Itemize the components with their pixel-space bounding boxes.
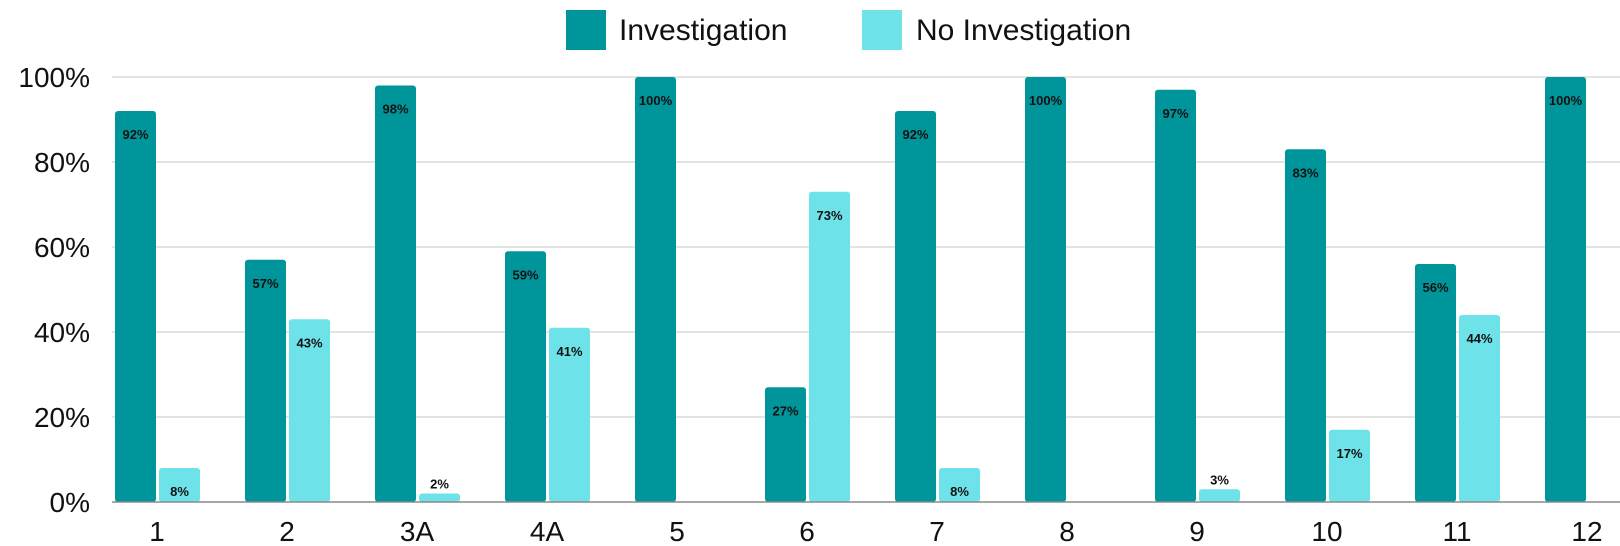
bar-no-investigation (1329, 429, 1370, 502)
y-tick-label: 20% (34, 402, 90, 433)
bar-investigation (1545, 77, 1586, 502)
data-label: 97% (1162, 106, 1188, 121)
legend-swatch (862, 10, 902, 50)
data-label: 3% (1210, 472, 1229, 487)
bar-investigation (765, 387, 806, 502)
x-tick-label: 9 (1189, 516, 1205, 546)
data-label: 8% (950, 484, 969, 499)
bar-no-investigation (809, 191, 850, 502)
y-axis: 0% 20% 40% 60% 80% 100% (18, 62, 90, 518)
data-label: 92% (902, 127, 928, 142)
data-label: 44% (1466, 331, 1492, 346)
bar-investigation (895, 111, 936, 502)
bar-investigation (375, 85, 416, 502)
data-label: 100% (1549, 93, 1583, 108)
x-tick-label: 3A (400, 516, 435, 546)
bar-investigation (1155, 89, 1196, 502)
bar-no-investigation (289, 319, 330, 502)
bar-investigation (1415, 264, 1456, 502)
y-tick-label: 0% (50, 487, 90, 518)
x-tick-label: 8 (1059, 516, 1075, 546)
bar-group: 100% (635, 77, 676, 502)
x-tick-label: 6 (799, 516, 815, 546)
x-tick-label: 5 (669, 516, 685, 546)
data-label: 59% (512, 267, 538, 282)
bar-group: 59% 41% (505, 251, 590, 502)
bar-group: 83% 17% (1285, 149, 1370, 502)
data-label: 100% (1029, 93, 1063, 108)
x-tick-label: 10 (1311, 516, 1342, 546)
bars: 92% 8% 57% 43% 98% 2% 59% 41% 100% 27% 73% 92% 8% 100… (115, 77, 1586, 502)
x-tick-label: 7 (929, 516, 945, 546)
data-label: 8% (170, 484, 189, 499)
data-label: 92% (122, 127, 148, 142)
x-tick-label: 2 (279, 516, 295, 546)
data-label: 43% (296, 335, 322, 350)
bar-investigation (1285, 149, 1326, 502)
bar-no-investigation (159, 468, 200, 502)
y-tick-label: 80% (34, 147, 90, 178)
bar-no-investigation (939, 468, 980, 502)
x-tick-label: 1 (149, 516, 165, 546)
bar-investigation (1025, 77, 1066, 502)
bar-group: 56% 44% (1415, 264, 1500, 502)
data-label: 73% (816, 208, 842, 223)
data-label: 56% (1422, 280, 1448, 295)
bar-group: 27% 73% (765, 191, 850, 502)
legend-swatch (566, 10, 606, 50)
bar-no-investigation (419, 493, 460, 502)
y-tick-label: 100% (18, 62, 90, 93)
bar-group: 100% (1025, 77, 1066, 502)
y-tick-label: 60% (34, 232, 90, 263)
bar-investigation (635, 77, 676, 502)
legend-item: Investigation (566, 10, 787, 50)
x-tick-label: 4A (530, 516, 565, 546)
legend-item: No Investigation (862, 10, 1131, 50)
bar-investigation (115, 111, 156, 502)
bar-group: 92% 8% (115, 111, 200, 502)
bar-group: 92% 8% (895, 111, 980, 502)
bar-group: 98% 2% (375, 85, 460, 502)
x-axis: 1 2 3A 4A 5 6 7 8 9 10 11 12 (112, 501, 1620, 546)
bar-investigation (245, 259, 286, 502)
data-label: 98% (382, 102, 408, 117)
data-label: 57% (252, 276, 278, 291)
data-label: 83% (1292, 165, 1318, 180)
legend: Investigation No Investigation (566, 10, 1131, 50)
y-tick-label: 40% (34, 317, 90, 348)
bar-investigation (505, 251, 546, 502)
data-label: 100% (639, 93, 673, 108)
data-label: 2% (430, 477, 449, 492)
bar-group: 57% 43% (245, 259, 330, 502)
legend-label: Investigation (619, 14, 787, 47)
x-tick-label: 11 (1442, 516, 1471, 546)
bar-no-investigation (549, 327, 590, 502)
legend-label: No Investigation (916, 14, 1131, 47)
data-label: 17% (1336, 446, 1362, 461)
bar-no-investigation (1199, 489, 1240, 502)
data-label: 41% (556, 344, 582, 359)
bar-no-investigation (1459, 315, 1500, 502)
gridlines (112, 76, 1620, 418)
x-tick-label: 12 (1571, 516, 1602, 546)
data-label: 27% (772, 403, 798, 418)
bar-group: 100% (1545, 77, 1586, 502)
bar-group: 97% 3% (1155, 89, 1240, 502)
